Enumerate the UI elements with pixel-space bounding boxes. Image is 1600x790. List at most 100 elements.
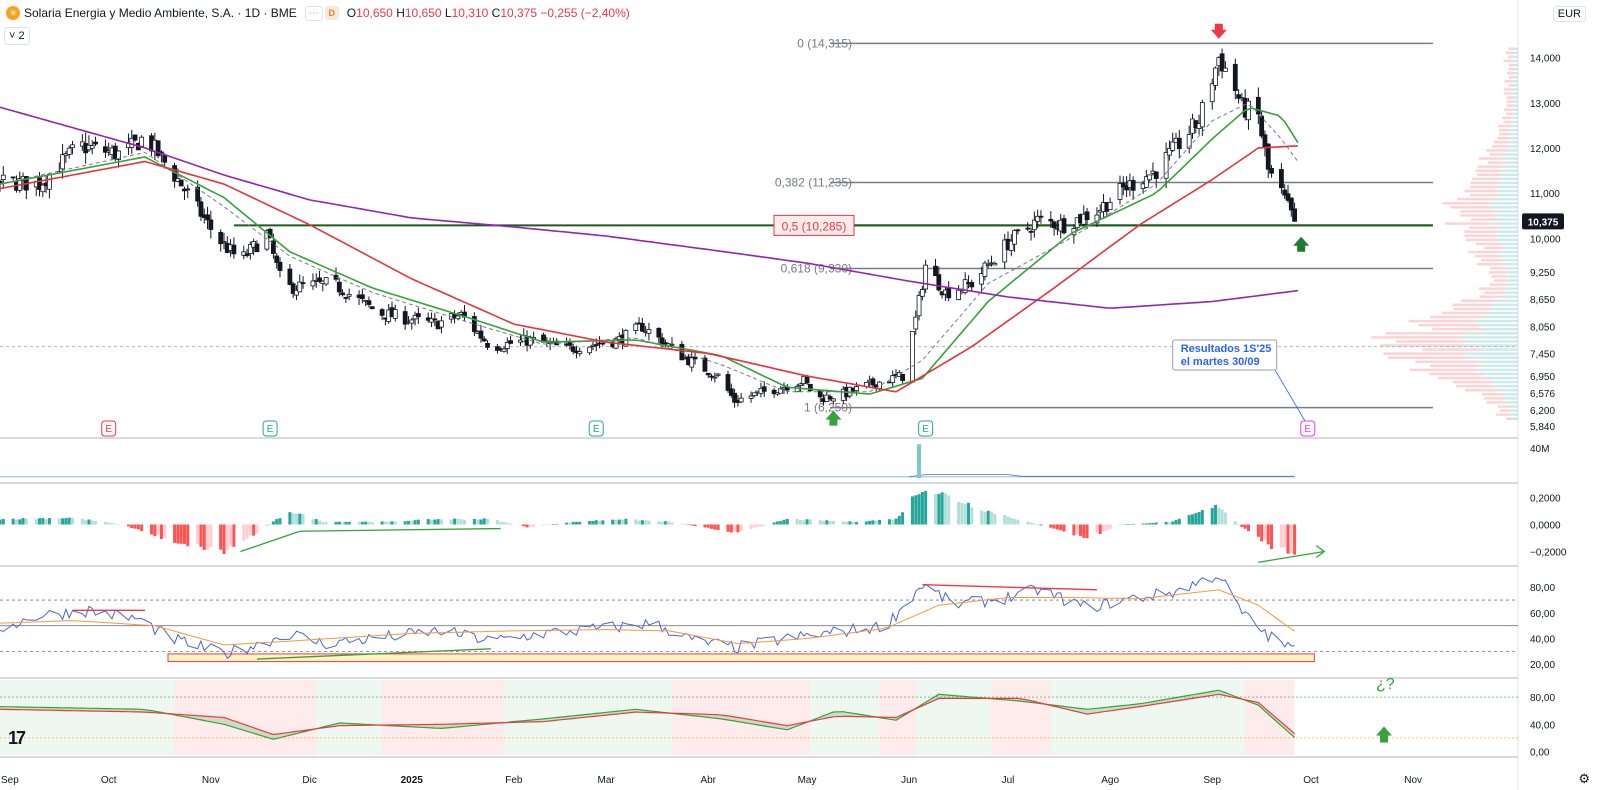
candle-body (936, 274, 942, 291)
symbol-title[interactable]: Solaria Energia y Medio Ambiente, S.A. ·… (24, 6, 297, 20)
macd-histogram-bar (980, 510, 984, 525)
volume-profile-bar (1505, 149, 1518, 152)
macd-histogram-bar (133, 524, 137, 529)
macd-histogram-bar (334, 521, 338, 525)
time-axis-tick: Ago (1101, 775, 1119, 786)
volume-profile-bar (1470, 181, 1500, 185)
candle-body (1094, 214, 1100, 224)
candle-body (916, 295, 922, 317)
earnings-marker-label: E (593, 424, 600, 435)
macd-histogram-bar (1200, 510, 1204, 525)
macd-histogram-bar (1036, 524, 1040, 525)
volume-profile-bar (1500, 254, 1518, 258)
macd-histogram-bar (574, 521, 578, 525)
macd-histogram-bar (1082, 524, 1086, 538)
macd-histogram-bar (887, 519, 891, 525)
candle-body (593, 344, 599, 346)
candle-body (1209, 83, 1215, 103)
candle-body (478, 330, 484, 339)
macd-histogram-bar (1233, 521, 1237, 525)
candle-body (1186, 134, 1192, 149)
candle-body (139, 136, 145, 147)
macd-histogram-bar (663, 521, 667, 525)
candle-body (1048, 218, 1054, 222)
macd-histogram-bar (917, 494, 921, 525)
volume-profile-bar (1514, 84, 1518, 87)
macd-histogram-bar (578, 521, 582, 525)
volume-profile-bar (1496, 413, 1510, 416)
settings-gear-icon[interactable]: ⚙ (1578, 771, 1590, 786)
volume-profile-bar (1489, 283, 1507, 286)
macd-histogram-bar (222, 524, 226, 555)
candle-body (913, 316, 919, 330)
macd-histogram-bar (1006, 516, 1010, 525)
volume-profile-bar (1487, 161, 1506, 164)
menu-pill[interactable]: ⋯ (304, 5, 323, 21)
volume-profile-bar (1444, 222, 1489, 225)
volume-profile-bar (1484, 397, 1505, 400)
macd-histogram-bar (864, 521, 868, 525)
solaria-logo-icon: ☀ (6, 6, 20, 20)
high-value: 10,650 (404, 6, 442, 20)
macd-histogram-bar (1220, 509, 1224, 525)
macd-histogram-bar (1197, 512, 1201, 525)
volume-profile-bar (1498, 185, 1518, 189)
volume-profile-bar (1498, 226, 1518, 229)
volume-profile-bar (1437, 376, 1486, 380)
arrow-down-icon (1210, 23, 1227, 39)
macd-histogram-bar (314, 519, 318, 525)
volume-profile-bar (1504, 397, 1518, 400)
macd-histogram-bar (1263, 524, 1267, 541)
macd-histogram-bar (294, 513, 298, 525)
macd-histogram-bar (825, 520, 829, 525)
volume-profile-bar (1504, 108, 1513, 112)
candle-body (646, 329, 652, 334)
macd-histogram-bar (960, 502, 964, 525)
tradingview-logo-icon[interactable]: 17 (8, 728, 26, 748)
macd-histogram-bar (390, 521, 394, 525)
volume-profile-bar (1504, 80, 1513, 83)
indicator-collapse-button[interactable]: ˅ 2 (4, 27, 30, 45)
macd-histogram-bar (117, 523, 121, 525)
macd-histogram-bar (670, 522, 674, 525)
candle-body (432, 318, 438, 321)
volume-profile-bar (1490, 206, 1518, 209)
rsi-divergence-line (922, 584, 1097, 591)
macd-histogram-bar (430, 520, 434, 525)
candle-body (501, 348, 507, 352)
macd-histogram-bar (759, 524, 763, 527)
macd-histogram-bar (1059, 524, 1063, 531)
volume-profile-bar (1513, 100, 1518, 103)
currency-selector[interactable]: EUR (1552, 6, 1586, 22)
candle-body (1285, 193, 1291, 201)
volume-profile-bar (1498, 128, 1511, 132)
volume-profile-bar (1432, 328, 1484, 331)
candle-body (366, 300, 372, 305)
annotation-text: Resultados 1S'25 (1181, 343, 1272, 355)
volume-profile-bar (1514, 67, 1518, 71)
volume-profile-bar (1477, 173, 1502, 177)
candle-body (300, 282, 306, 285)
candle-body (317, 277, 322, 282)
macd-histogram-bar (509, 523, 513, 525)
macd-histogram-bar (1003, 515, 1007, 525)
volume-profile-bar (1465, 238, 1498, 242)
candle-body (103, 146, 108, 153)
candle-body (979, 273, 985, 285)
candle-body (155, 140, 161, 157)
candle-body (910, 331, 915, 383)
volume-profile-bar (1506, 112, 1514, 116)
candle-body (1147, 174, 1153, 181)
candle-body (751, 392, 757, 396)
macd-histogram-bar (571, 521, 575, 525)
volume-profile-bar (1442, 311, 1488, 315)
candle-body (10, 176, 16, 179)
candle-body (290, 283, 296, 294)
macd-histogram-bar (868, 520, 872, 525)
volume-axis-tick: 40M (1530, 444, 1549, 455)
time-axis-tick: Nov (202, 775, 220, 786)
candle-body (412, 314, 418, 320)
macd-histogram-bar (897, 515, 901, 525)
volume-profile-bar (1506, 100, 1514, 103)
